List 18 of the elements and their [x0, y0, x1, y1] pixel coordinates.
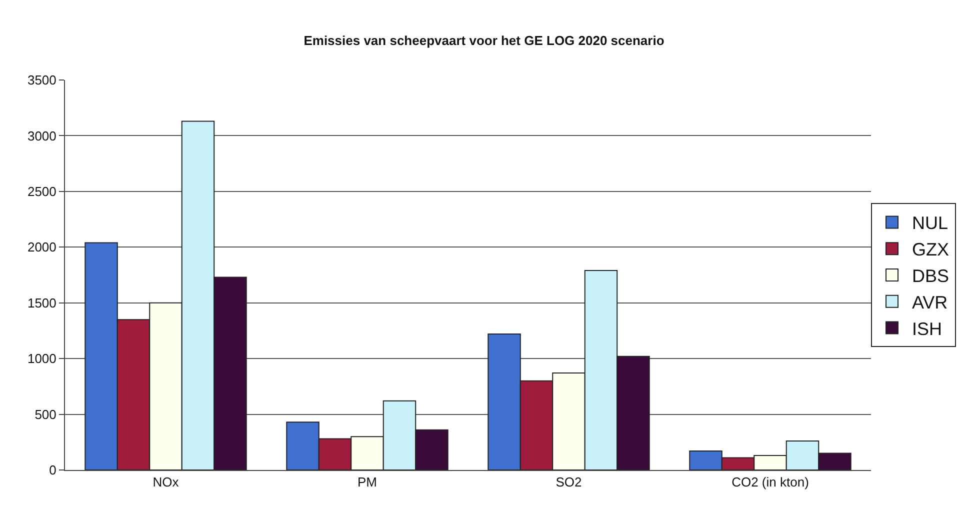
y-tick-label: 0: [49, 462, 56, 478]
x-tick-label: CO2 (in kton): [732, 474, 809, 490]
y-tick-label: 2000: [27, 240, 56, 255]
chart-title: Emissies van scheepvaart voor het GE LOG 2020 scenario: [304, 33, 664, 48]
legend-label: DBS: [912, 266, 950, 286]
x-tick-label: NOx: [152, 474, 180, 490]
y-tick-label: 2500: [27, 184, 56, 199]
legend-label: NUL: [912, 213, 948, 234]
y-tick-label: 1000: [27, 351, 56, 366]
legend-label: ISH: [912, 318, 942, 339]
legend-label: AVR: [912, 292, 948, 312]
x-tick-label: PM: [358, 474, 377, 490]
y-tick-label: 1500: [27, 295, 56, 310]
y-tick-label: 3000: [27, 128, 56, 144]
y-tick-label: 500: [34, 406, 56, 422]
y-tick-label: 3500: [27, 72, 56, 88]
x-tick-label: SO2: [556, 474, 582, 490]
legend-label: GZX: [912, 240, 950, 260]
